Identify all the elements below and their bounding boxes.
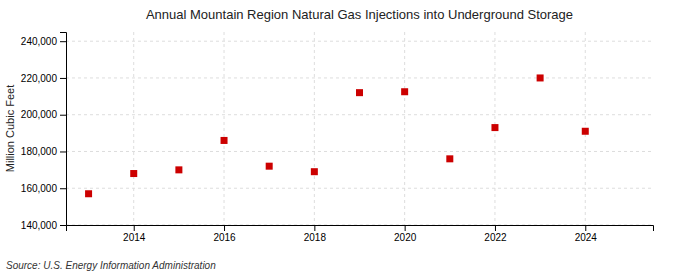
x-tick: 2024 [575,225,598,243]
grid-line-y [66,188,653,189]
x-tick: 2020 [394,225,417,243]
y-tick: 240,000 [21,36,66,47]
y-tick-mark [60,151,66,152]
points [85,74,589,197]
grid-line-y [66,77,653,78]
y-tick-label: 240,000 [21,36,58,47]
point [311,168,318,175]
point [130,170,137,177]
x-axis-line [67,226,654,232]
y-tick: 220,000 [21,73,66,84]
x-tick-label: 2014 [123,232,146,243]
y-tick-mark [60,78,66,79]
y-tick-mark [60,188,66,189]
x-tick-mark [314,225,315,231]
x-tick: 2022 [484,225,507,243]
y-tick-label: 140,000 [21,220,58,231]
x-tick-label: 2020 [394,232,417,243]
grid-line-y [66,114,653,115]
point [266,163,273,170]
grid-line-y [66,151,653,152]
point [175,166,182,173]
x-tick: 2016 [213,225,236,243]
x-axis: 2014 2016 2018 2020 2022 2024 [67,225,654,243]
y-tick: 140,000 [21,220,66,231]
y-tick-mark [60,115,66,116]
grid-line-x [314,32,315,225]
point [356,89,363,96]
x-tick: 2014 [123,225,146,243]
grid-line-x [224,32,225,225]
y-axis-title: Million Cubic Feet [4,85,16,172]
point [582,128,589,135]
x-tick-label: 2016 [213,232,236,243]
x-tick-mark [134,225,135,231]
x-tick-label: 2022 [484,232,507,243]
x-tick-mark [495,225,496,231]
x-tick: 2018 [304,225,327,243]
point [85,190,92,197]
point [491,124,498,131]
point [401,88,408,95]
y-axis: 140,000 160,000 180,000 200,000 220,000 240,0… [21,33,67,231]
grid [66,32,653,225]
y-axis-line [60,33,67,226]
y-tick-label: 220,000 [21,73,58,84]
y-tick-mark [60,41,66,42]
y-tick-mark [60,225,66,226]
grid-line-y [66,41,653,42]
y-tick: 180,000 [21,146,66,157]
title: Annual Mountain Region Natural Gas Injec… [146,7,573,22]
point [537,74,544,81]
y-tick: 200,000 [21,109,66,120]
plot-area: 2014 2016 2018 2020 2022 2024 140,000 160,000 18… [21,32,654,243]
point [446,155,453,162]
y-tick-label: 200,000 [21,109,58,120]
grid-line-x [404,32,405,225]
x-tick-label: 2024 [575,232,598,243]
y-tick-label: 180,000 [21,146,58,157]
x-tick-mark [224,225,225,231]
y-tick-label: 160,000 [21,183,58,194]
x-tick-mark [585,225,586,231]
point [221,137,228,144]
chart: 2014 2016 2018 2020 2022 2024 140,000 160,000 18… [0,0,675,275]
x-tick-mark [405,225,406,231]
y-tick: 160,000 [21,183,66,194]
x-tick-label: 2018 [304,232,327,243]
grid-line-x [133,32,134,225]
annotation: Source: U.S. Energy Information Administ… [6,260,216,271]
